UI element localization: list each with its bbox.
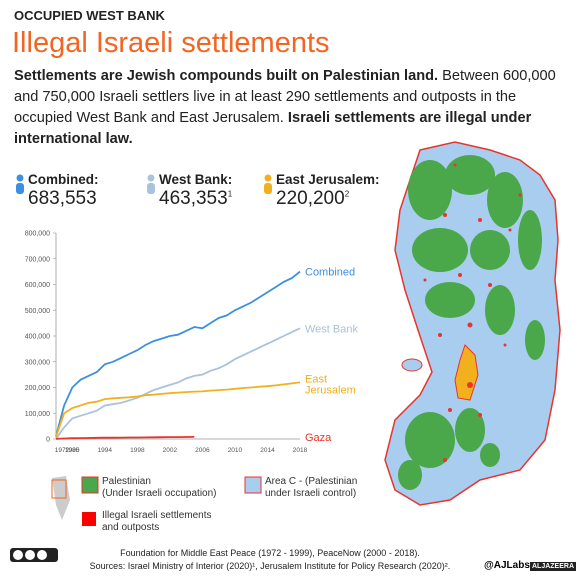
source: Foundation for Middle East Peace (1972 -… — [120, 548, 420, 558]
line — [55, 436, 195, 440]
line — [55, 270, 301, 437]
legend-swatch — [81, 476, 99, 494]
stat-value: 683,553 — [28, 188, 97, 210]
legend-sublabel: and outposts — [102, 522, 160, 533]
legend-label: Palestinian — [102, 476, 151, 487]
stat-icon — [16, 174, 24, 194]
y-tick-label: 800,000 — [25, 231, 50, 238]
stat-icon-body — [147, 183, 155, 194]
stat-number: 463,353 — [159, 188, 228, 209]
stat-icon-body — [16, 183, 24, 194]
y-tick-label: 0 — [46, 437, 50, 444]
y-tick-label: 700,000 — [25, 256, 50, 263]
stat-icon-head — [147, 174, 155, 182]
stat-value: 220,2002 — [276, 188, 349, 210]
legend-swatch — [244, 476, 262, 494]
x-tick-label: 1998 — [130, 447, 145, 454]
stat-icon-head — [264, 174, 272, 182]
stat-footnote: 2 — [344, 189, 350, 199]
kicker: OCCUPIED WEST BANK — [14, 8, 165, 23]
stat-footnote: 1 — [227, 189, 233, 199]
x-tick-label: 1985 — [65, 447, 80, 454]
y-tick-label: 300,000 — [25, 359, 50, 366]
stat-icon-head — [16, 174, 24, 182]
stat-number: 683,553 — [28, 188, 97, 209]
legend-locator-box — [51, 479, 67, 499]
legend-label: Area C - (Palestinian — [265, 476, 358, 487]
description-part: Israeli settlements are illegal under in… — [14, 110, 532, 147]
line — [55, 327, 301, 440]
y-tick-label: 100,000 — [25, 411, 50, 418]
stat-icon-body — [264, 183, 272, 194]
legend-swatch — [82, 512, 96, 526]
x-tick-label: 1972 — [55, 447, 70, 454]
description-part: Between 600,000 and 750,000 Israeli sett… — [14, 68, 556, 126]
series-label: West Bank — [305, 323, 358, 335]
y-tick-label: 400,000 — [25, 334, 50, 341]
description: Settlements are Jewish compounds built o… — [14, 66, 570, 150]
stat-icon — [264, 174, 272, 194]
map-settlements — [423, 163, 522, 462]
legend-label: Illegal Israeli settlements — [102, 510, 212, 521]
description-part: Settlements are Jewish compounds built o… — [14, 68, 439, 84]
x-tick-label: 1990 — [65, 447, 80, 454]
map-enclave — [401, 358, 423, 372]
legend-sublabel: (Under Israeli occupation) — [102, 488, 217, 499]
series-label-line: East — [305, 373, 327, 385]
map-palestinian — [398, 155, 545, 490]
stat-value: 463,3531 — [159, 188, 232, 210]
title: Illegal Israeli settlements — [12, 27, 330, 59]
y-tick-label: 600,000 — [25, 282, 50, 289]
x-tick-label: 2006 — [195, 447, 210, 454]
y-tick-label: 200,000 — [25, 385, 50, 392]
line — [55, 381, 301, 437]
stat-label: East Jerusalem: — [276, 172, 380, 187]
x-tick-label: 2018 — [293, 447, 308, 454]
series-label: Gaza — [305, 432, 332, 444]
x-tick-label: 2014 — [260, 447, 275, 454]
x-tick-label: 1994 — [98, 447, 113, 454]
x-tick-label: 2002 — [163, 447, 178, 454]
handle: @AJLabs — [484, 560, 530, 571]
stat-label: West Bank: — [159, 172, 233, 187]
stat-number: 220,200 — [276, 188, 345, 209]
y-tick-label: 500,000 — [25, 308, 50, 315]
stat-icon — [147, 174, 155, 194]
cc-icon — [10, 548, 58, 562]
series-label: East Jerusalem — [305, 373, 356, 396]
brand: ALJAZEERA — [530, 562, 577, 571]
source: Sources: Israel Ministry of Interior (20… — [89, 561, 451, 571]
series-label: Combined — [305, 267, 355, 279]
x-tick-label: 2010 — [228, 447, 243, 454]
legend-sublabel: under Israeli control) — [265, 488, 357, 499]
series-label-line: Jerusalem — [305, 384, 356, 396]
stat-label: Combined: — [28, 172, 99, 187]
map — [384, 141, 561, 506]
